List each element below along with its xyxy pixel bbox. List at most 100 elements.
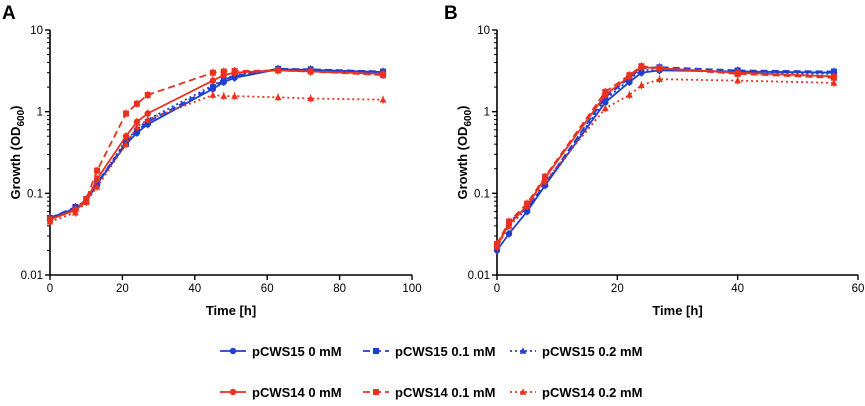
data-point <box>220 92 228 99</box>
y-axis-label-main: Growth (OD <box>8 127 23 200</box>
x-tick-label: 0 <box>494 283 500 295</box>
data-point <box>209 81 217 89</box>
data-point <box>133 118 141 126</box>
data-point <box>542 173 549 180</box>
legend-marker <box>519 388 527 395</box>
series-line <box>496 69 834 251</box>
y-tick-label: 0.1 <box>474 188 490 200</box>
series-pCWS14-0-mM <box>493 63 838 250</box>
legend-marker <box>229 347 237 355</box>
data-point <box>734 70 741 77</box>
x-tick-label: 40 <box>731 283 744 295</box>
data-point <box>231 92 239 99</box>
data-point <box>275 67 282 74</box>
legend-item: pCWS15 0.1 mM <box>363 344 495 359</box>
series-line <box>49 68 384 219</box>
x-tick-label: 60 <box>261 283 274 295</box>
data-point <box>46 218 54 225</box>
series-line <box>49 69 384 221</box>
data-point <box>93 183 101 190</box>
x-tick-label: 40 <box>188 283 201 295</box>
x-tick-label: 20 <box>116 283 129 295</box>
data-point <box>656 75 663 82</box>
series-pCWS14-02-mM <box>493 75 838 252</box>
series-line <box>49 69 384 221</box>
data-point <box>144 110 151 117</box>
panel-a-letter: A <box>2 3 16 24</box>
legend-marker <box>519 347 527 354</box>
data-point <box>231 67 238 74</box>
data-point <box>82 198 90 205</box>
data-point <box>209 77 217 84</box>
panel-b-letter: B <box>444 3 458 24</box>
data-point <box>506 218 513 225</box>
series-line <box>496 78 834 248</box>
data-point <box>380 72 387 79</box>
series-line <box>496 66 834 248</box>
y-tick-label: 0.1 <box>27 188 43 200</box>
data-point <box>602 88 609 95</box>
y-axis-label-end: ) <box>455 106 470 110</box>
series-pCWS15-0-mM <box>46 65 387 222</box>
data-point <box>523 202 531 209</box>
data-point <box>144 115 152 123</box>
series-pCWS15-01-mM <box>47 64 387 222</box>
y-tick-label: 10 <box>477 25 490 37</box>
series-line <box>496 65 834 245</box>
legend-item: pCWS15 0.2 mM <box>510 344 642 359</box>
data-point <box>656 65 663 72</box>
legend-label: pCWS15 0.1 mM <box>395 344 495 359</box>
data-point <box>601 104 609 112</box>
data-point <box>307 68 314 75</box>
series-line <box>496 68 834 248</box>
y-tick-label: 0.01 <box>468 270 490 282</box>
series-line <box>496 66 834 246</box>
data-point <box>93 175 101 183</box>
data-point <box>122 140 130 147</box>
series-pCWS15-0-mM <box>493 66 838 255</box>
legend-label: pCWS14 0.1 mM <box>395 385 495 400</box>
data-point <box>307 94 315 102</box>
legend-item: pCWS14 0.2 mM <box>510 385 642 400</box>
panel-b: B 0.01 0.1 1 10 0 20 40 60 Time [h] Growth (OD600… <box>444 3 864 318</box>
series-pCWS14-01-mM <box>47 66 387 224</box>
x-tick-label: 80 <box>333 283 346 295</box>
data-point <box>505 230 513 237</box>
data-point <box>505 222 513 229</box>
data-point <box>541 177 549 185</box>
data-point <box>638 63 645 70</box>
x-axis-label: Time [h] <box>652 303 702 318</box>
data-point <box>122 133 130 140</box>
data-point <box>209 69 216 76</box>
x-tick-label: 60 <box>852 283 865 295</box>
x-tick-label: 0 <box>47 283 53 295</box>
series-pCWS14-0-mM <box>46 66 387 224</box>
data-point <box>379 96 387 103</box>
legend-label: pCWS15 0.2 mM <box>542 344 642 359</box>
series-line <box>49 67 384 219</box>
x-tick-label: 100 <box>402 283 421 295</box>
legend-marker <box>229 388 237 396</box>
legend-label: pCWS14 0.2 mM <box>542 385 642 400</box>
data-point <box>830 74 837 81</box>
legend-marker <box>373 389 379 395</box>
data-point <box>133 100 140 107</box>
y-axis-label: Growth (OD600) <box>8 106 27 200</box>
series-pCWS14-01-mM <box>494 62 837 248</box>
y-axis-label-end: ) <box>8 106 23 110</box>
data-point <box>601 96 609 103</box>
data-point <box>220 68 227 75</box>
y-axis-label-subscript: 600 <box>16 109 27 126</box>
y-tick-label: 1 <box>484 107 490 119</box>
data-point <box>144 91 151 98</box>
y-tick-label: 1 <box>37 107 43 119</box>
data-point <box>830 79 838 86</box>
x-tick-label: 20 <box>611 283 624 295</box>
y-axis-label: Growth (OD600) <box>455 106 474 200</box>
series-line <box>49 94 384 223</box>
data-point <box>626 72 633 79</box>
series-pCWS14-02-mM <box>46 90 387 226</box>
data-point <box>71 209 79 216</box>
